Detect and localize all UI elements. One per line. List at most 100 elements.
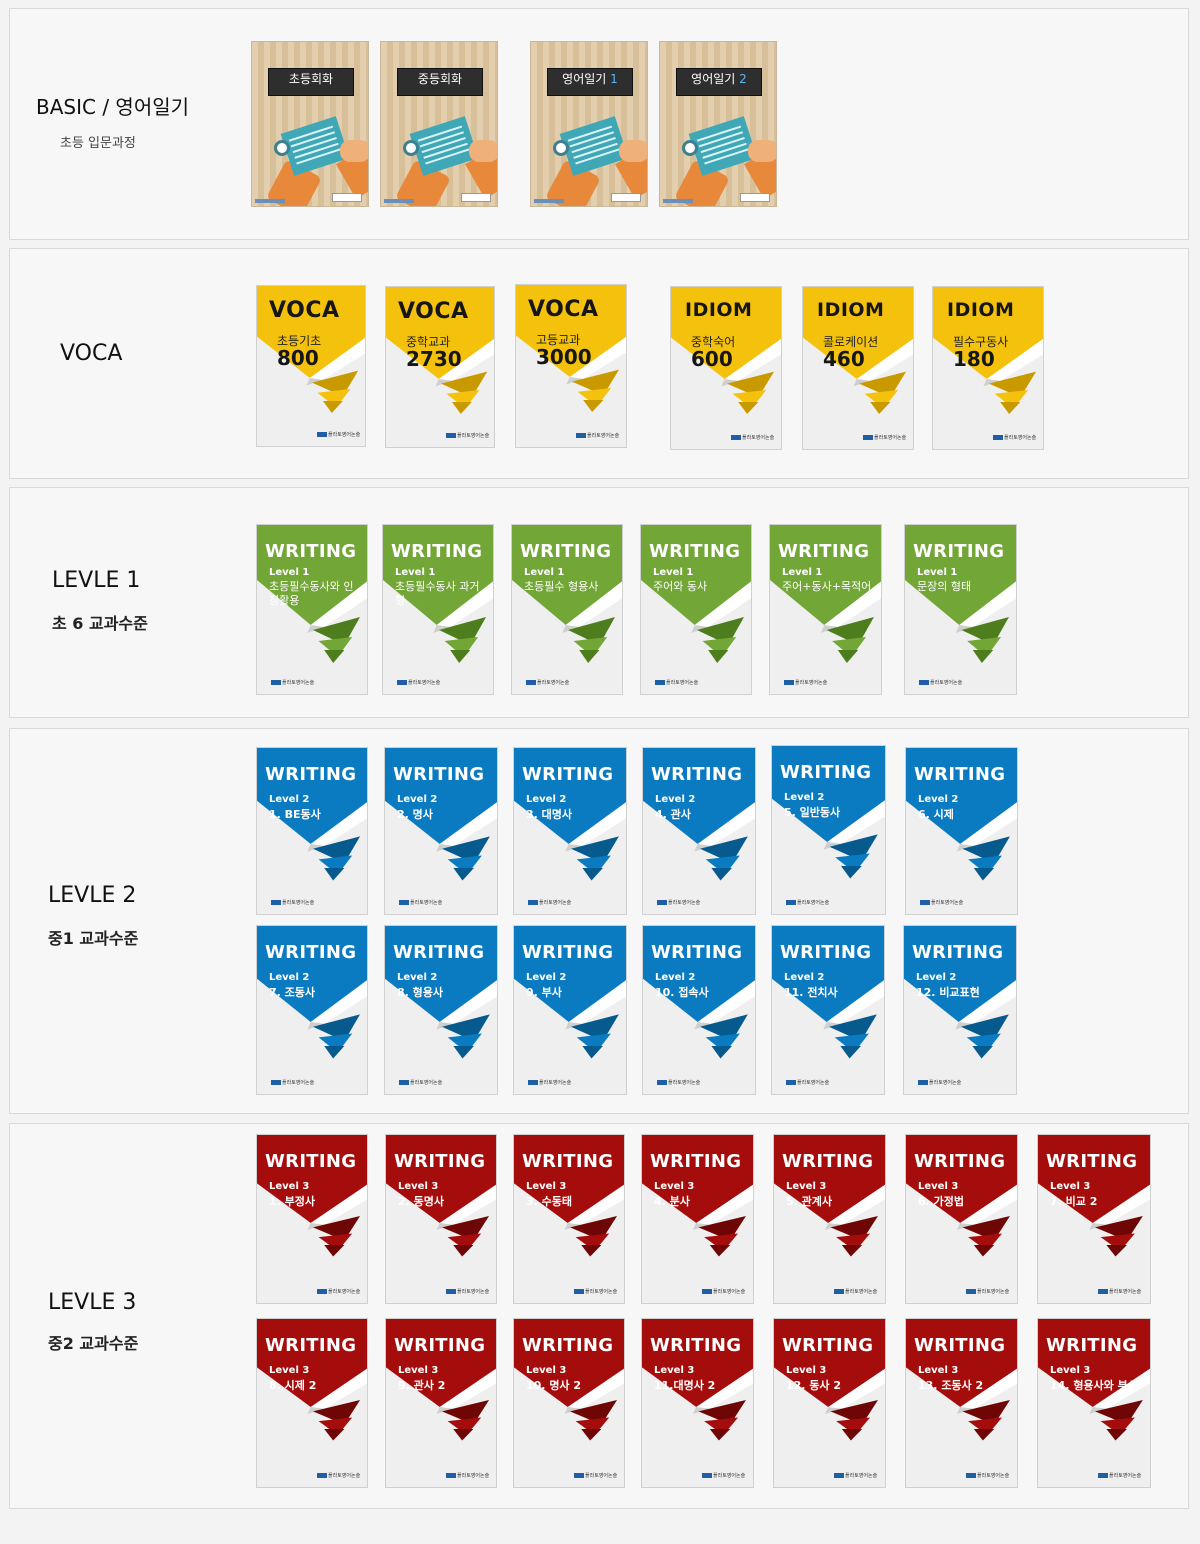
- publisher-logo-icon: [702, 1473, 712, 1478]
- level2-book[interactable]: WRITING Level 2 6. 시제 플라토영어논술: [905, 747, 1018, 915]
- book-topic: 3. 대명사: [526, 808, 573, 821]
- book-series-title: WRITING: [394, 1151, 486, 1172]
- level3-book[interactable]: WRITING Level 3 11.대명사 2 플라토영어논술: [641, 1318, 754, 1488]
- level2-book[interactable]: WRITING Level 2 1. BE동사 플라토영어논술: [256, 747, 368, 915]
- name-box: [611, 193, 641, 202]
- publisher-logo-icon: [784, 680, 794, 685]
- cover-fold-graphic: [772, 926, 884, 1059]
- publisher-name: 플라토영어논술: [410, 900, 443, 906]
- book-topic: 12. 동사 2: [786, 1379, 842, 1392]
- level3-book[interactable]: WRITING Level 3 4. 분사 플라토영어논술: [641, 1134, 754, 1304]
- publisher-logo: 플라토영어논술: [657, 900, 700, 907]
- level3-book[interactable]: WRITING Level 3 3. 수동태 플라토영어논술: [513, 1134, 625, 1304]
- voca-book[interactable]: VOCA 중학교과 2730 플라토영어논술: [385, 286, 495, 448]
- book-level: Level 2: [269, 972, 310, 983]
- level2-book[interactable]: WRITING Level 2 4. 관사 플라토영어논술: [642, 747, 756, 915]
- cover-fold-graphic: [257, 748, 367, 881]
- publisher-logo-icon: [317, 1289, 327, 1294]
- book-level: Level 3: [526, 1181, 567, 1192]
- level1-book[interactable]: WRITING Level 1 주어와 동사 플라토영어논술: [640, 524, 752, 695]
- publisher-logo-icon: [966, 1289, 976, 1294]
- publisher-logo: 플라토영어논술: [271, 900, 314, 907]
- level1-book[interactable]: WRITING Level 1 초등필수동사와 인칭활용 플라토영어논술: [256, 524, 368, 695]
- publisher-name: 플라토영어논술: [539, 1080, 572, 1086]
- level1-book[interactable]: WRITING Level 1 초등필수동사 과거형 플라토영어논술: [382, 524, 494, 695]
- publisher-name: 플라토영어논술: [587, 433, 620, 439]
- voca-book[interactable]: IDIOM 중학숙어 600 플라토영어논술: [670, 286, 782, 450]
- section-level1-title: LEVLE 1: [52, 568, 141, 593]
- cover-fold-graphic: [512, 525, 622, 663]
- publisher-name: 플라토영어논술: [282, 680, 315, 686]
- book-level: Level 3: [654, 1181, 695, 1192]
- level3-book[interactable]: WRITING Level 3 9. 관사 2 플라토영어논술: [385, 1318, 497, 1488]
- publisher-logo: 플라토영어논술: [1098, 1289, 1141, 1296]
- publisher-logo: 플라토영어논술: [702, 1473, 745, 1480]
- publisher-logo: 플라토영어논술: [271, 680, 314, 687]
- publisher-logo: 플라토영어논술: [702, 1289, 745, 1296]
- level2-book[interactable]: WRITING Level 2 2. 명사 플라토영어논술: [384, 747, 498, 915]
- publisher-name: 플라토영어논술: [845, 1473, 878, 1479]
- book-topic: 7. 비교 2: [1050, 1195, 1098, 1208]
- book-level: Level 1: [269, 567, 310, 578]
- basic-book[interactable]: 중등회화: [380, 41, 498, 207]
- level2-book[interactable]: WRITING Level 2 11. 전치사 플라토영어논술: [771, 925, 885, 1095]
- level2-book[interactable]: WRITING Level 2 8. 형용사 플라토영어논술: [384, 925, 498, 1095]
- book-topic: 4. 분사: [654, 1195, 690, 1208]
- publisher-logo: 플라토영어논술: [528, 1080, 571, 1087]
- book-topic: 6. 시제: [918, 808, 954, 821]
- level3-book[interactable]: WRITING Level 3 6. 가정법 플라토영어논술: [905, 1134, 1018, 1304]
- book-topic: 14. 형용사와 부사: [1050, 1379, 1138, 1392]
- cover-fold-graphic: [770, 525, 881, 663]
- level3-book[interactable]: WRITING Level 3 10. 명사 2 플라토영어논술: [513, 1318, 625, 1488]
- book-topic: 11.대명사 2: [654, 1379, 716, 1392]
- basic-book[interactable]: 영어일기 2: [659, 41, 777, 207]
- level3-book[interactable]: WRITING Level 3 8. 시제 2 플라토영어논술: [256, 1318, 368, 1488]
- publisher-name: 플라토영어논술: [666, 680, 699, 686]
- publisher-logo: 플라토영어논술: [446, 433, 489, 440]
- voca-book[interactable]: IDIOM 콜로케이션 460 플라토영어논술: [802, 286, 914, 450]
- book-level: Level 3: [786, 1365, 827, 1376]
- cover-fold-graphic: [516, 285, 626, 412]
- book-series-title: IDIOM: [817, 299, 885, 321]
- publisher-name: 플라토영어논술: [795, 680, 828, 686]
- publisher-logo-icon: [786, 900, 796, 905]
- publisher-logo: 플라토영어논술: [918, 1080, 961, 1087]
- voca-book[interactable]: VOCA 고등교과 3000 플라토영어논술: [515, 284, 627, 448]
- section-level2: LEVLE 2 중1 교과수준 WRITING Level 2 1. BE동사 플라토…: [9, 728, 1189, 1114]
- book-series-title: WRITING: [782, 1151, 874, 1172]
- voca-book[interactable]: VOCA 초등기초 800 플라토영어논술: [256, 285, 366, 447]
- level1-book[interactable]: WRITING Level 1 초등필수 형용사 플라토영어논술: [511, 524, 623, 695]
- level3-book[interactable]: WRITING Level 3 1. 부정사 플라토영어논술: [256, 1134, 368, 1304]
- publisher-name: 플라토영어논술: [457, 433, 490, 439]
- book-series-title: WRITING: [522, 942, 614, 963]
- publisher-logo-icon: [920, 900, 930, 905]
- section-level2-title: LEVLE 2: [48, 883, 137, 908]
- publisher-logo-icon: [1098, 1289, 1108, 1294]
- level3-book[interactable]: WRITING Level 3 14. 형용사와 부사 플라토영어논술: [1037, 1318, 1151, 1488]
- level3-book[interactable]: WRITING Level 3 5. 관계사 플라토영어논술: [773, 1134, 886, 1304]
- publisher-logo-icon: [399, 900, 409, 905]
- level3-book[interactable]: WRITING Level 3 7. 비교 2 플라토영어논술: [1037, 1134, 1151, 1304]
- voca-book[interactable]: IDIOM 필수구동사 180 플라토영어논술: [932, 286, 1044, 450]
- level3-book[interactable]: WRITING Level 3 12. 동사 2 플라토영어논술: [773, 1318, 886, 1488]
- publisher-logo: 플라토영어논술: [655, 680, 698, 687]
- basic-book[interactable]: 영어일기 1: [530, 41, 648, 207]
- level2-book[interactable]: WRITING Level 2 9. 부사 플라토영어논술: [513, 925, 627, 1095]
- cover-fold-graphic: [514, 1319, 624, 1441]
- level2-book[interactable]: WRITING Level 2 10. 접속사 플라토영어논술: [642, 925, 756, 1095]
- publisher-logo-icon: [271, 1080, 281, 1085]
- level3-book[interactable]: WRITING Level 3 2. 동명사 플라토영어논술: [385, 1134, 497, 1304]
- level2-book[interactable]: WRITING Level 2 12. 비교표현 플라토영어논술: [903, 925, 1017, 1095]
- level2-book[interactable]: WRITING Level 2 3. 대명사 플라토영어논술: [513, 747, 627, 915]
- level3-book[interactable]: WRITING Level 3 13. 조동사 2 플라토영어논술: [905, 1318, 1018, 1488]
- level1-book[interactable]: WRITING Level 1 문장의 형태 플라토영어논술: [904, 524, 1017, 695]
- level1-book[interactable]: WRITING Level 1 주어+동사+목적어 플라토영어논술: [769, 524, 882, 695]
- level2-book[interactable]: WRITING Level 2 5. 일반동사 플라토영어논술: [771, 745, 886, 915]
- publisher-logo-icon: [574, 1289, 584, 1294]
- level2-book[interactable]: WRITING Level 2 7. 조동사 플라토영어논술: [256, 925, 368, 1095]
- basic-book[interactable]: 초등회화: [251, 41, 369, 207]
- name-box: [740, 193, 770, 202]
- cover-fold-graphic: [774, 1319, 885, 1441]
- book-topic: 2. 동명사: [398, 1195, 445, 1208]
- book-series-title: WRITING: [780, 762, 872, 783]
